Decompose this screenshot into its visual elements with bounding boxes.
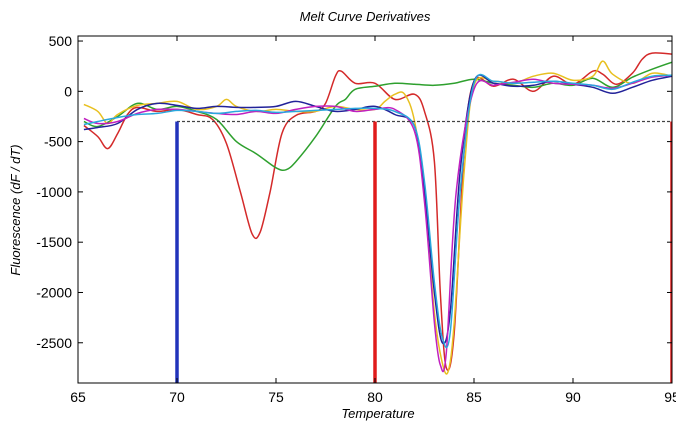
series-line-6 [83, 73, 672, 349]
series-line-2 [83, 61, 672, 172]
y-tick-label: -500 [44, 134, 72, 150]
y-tick-label: -1500 [36, 234, 72, 250]
series-line-4 [83, 74, 672, 345]
y-tick-label: 0 [64, 83, 72, 99]
y-tick-label: -2000 [36, 284, 72, 300]
chart-title: Melt Curve Derivatives [300, 9, 431, 24]
series-line-5 [83, 74, 672, 373]
y-tick-label: -1000 [36, 184, 72, 200]
x-tick-label: 85 [466, 389, 482, 405]
series-line-1 [83, 52, 672, 372]
plot-area [83, 52, 672, 383]
y-tick-label: -2500 [36, 335, 72, 351]
y-axis-label: Fluorescence (dF / dT) [8, 144, 23, 275]
x-tick-label: 75 [268, 389, 284, 405]
x-tick-label: 70 [169, 389, 185, 405]
x-tick-label: 65 [70, 389, 86, 405]
x-tick-label: 95 [664, 389, 676, 405]
x-tick-label: 80 [367, 389, 383, 405]
y-tick-label: 500 [49, 33, 73, 49]
x-axis-label: Temperature [341, 406, 414, 421]
axes: 65 70 75 80 85 90 95 500 0 -500 -1000 -1500 -2000 -25… [36, 33, 676, 405]
x-tick-label: 90 [565, 389, 581, 405]
